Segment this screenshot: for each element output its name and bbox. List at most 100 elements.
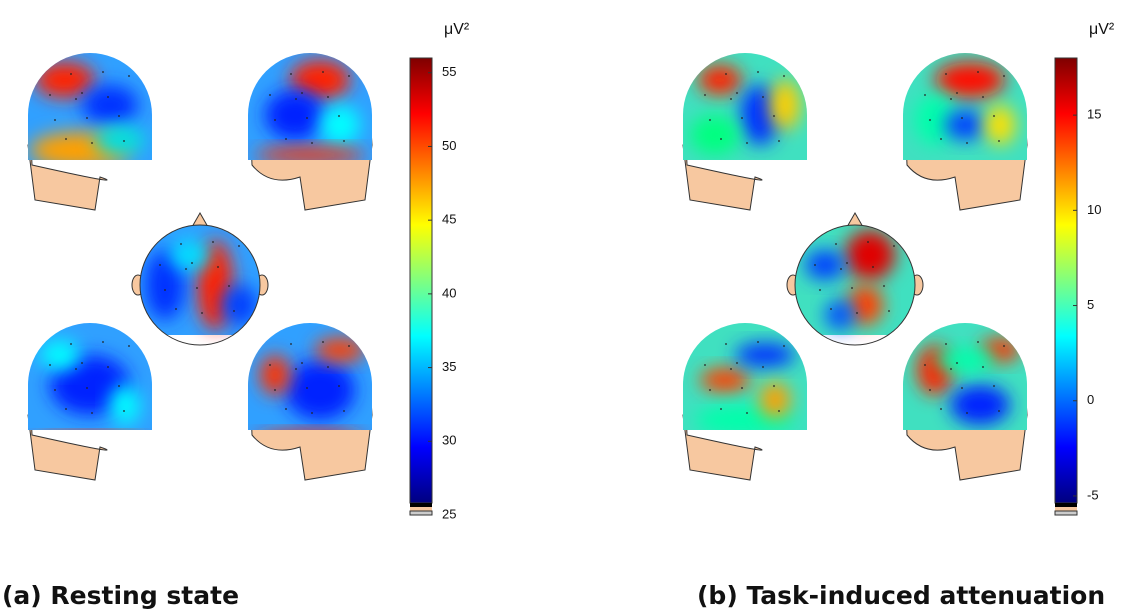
electrode [44,339,46,341]
electrode [809,239,811,241]
scalp-map [130,215,270,335]
colorbar-tick-label: 35 [442,359,456,374]
electrode [704,94,706,96]
electrode [746,412,748,414]
electrode [327,96,329,98]
electrode [730,98,732,100]
electrode [306,117,308,119]
scalp-map [240,45,380,165]
electrode [348,345,350,347]
electrode [118,115,120,117]
electrode [929,119,931,121]
electrode [264,339,266,341]
electrode [856,312,858,314]
colorbar-tick-label: 40 [442,285,456,300]
electrode [128,75,130,77]
electrode [269,364,271,366]
electrode [123,410,125,412]
electrode [924,364,926,366]
electrode [757,341,759,343]
colorbar-tail [410,511,432,515]
electrode [81,362,83,364]
scalp-blob [950,385,1010,425]
electrode [322,71,324,73]
electrode [867,241,869,243]
electrode [819,289,821,291]
electrode [123,140,125,142]
electrode [736,362,738,364]
scalp-map [675,45,815,165]
electrode [709,389,711,391]
electrode [91,412,93,414]
electrode [998,410,1000,412]
electrode [343,140,345,142]
scalp-blob [40,340,80,370]
electrode [940,408,942,410]
electrode [872,266,874,268]
scalp-blob [222,285,258,325]
electrode [725,343,727,345]
electrode [814,264,816,266]
scalp-map [240,315,380,448]
electrode [338,385,340,387]
scalp-blob [805,250,845,280]
electrode [730,368,732,370]
electrode [778,140,780,142]
scalp-blob [690,115,740,155]
colorbar-tick-label: 50 [442,138,456,153]
electrode [741,117,743,119]
electrode [290,343,292,345]
scalp-blob [320,105,360,145]
electrode [102,341,104,343]
electrode [982,96,984,98]
electrode [295,98,297,100]
electrode [185,268,187,270]
electrode [274,389,276,391]
panel: -5051015μV²(b) Task-induced attenuation [675,21,1115,610]
electrode [212,241,214,243]
electrode [306,387,308,389]
electrode [311,142,313,144]
electrode [217,266,219,268]
electrode [950,368,952,370]
electrode [773,385,775,387]
scalp-blob [770,80,800,130]
electrode [196,287,198,289]
electrode [720,408,722,410]
colorbar-tick-label: 5 [1087,297,1094,312]
electrode [893,245,895,247]
scalp-blob [260,355,290,395]
electrode [945,343,947,345]
electrode [704,364,706,366]
electrode [75,368,77,370]
scalp-blob [698,65,742,95]
electrode [773,115,775,117]
scalp-blob [845,230,895,280]
electrode [54,389,56,391]
electrode [977,71,979,73]
electrode [956,362,958,364]
electrode [950,98,952,100]
electrode [81,92,83,94]
scalp-blob [110,385,140,425]
colorbar-tick-label: 30 [442,433,456,448]
scalp-blob [825,300,855,330]
electrode [851,287,853,289]
electrode [720,138,722,140]
electrode [835,243,837,245]
electrode [757,71,759,73]
electrode [919,69,921,71]
electrode [1003,75,1005,77]
figure: 25303540455055μV²(a) Resting state-50510… [0,0,1144,614]
colorbar-tick-label: 45 [442,212,456,227]
scalp-blob [35,62,95,98]
electrode [295,368,297,370]
electrode [846,262,848,264]
electrode [322,341,324,343]
colorbar-unit: μV² [444,21,470,38]
electrode [746,142,748,144]
electrode [961,117,963,119]
electrode [91,142,93,144]
scalp-map [785,215,925,335]
